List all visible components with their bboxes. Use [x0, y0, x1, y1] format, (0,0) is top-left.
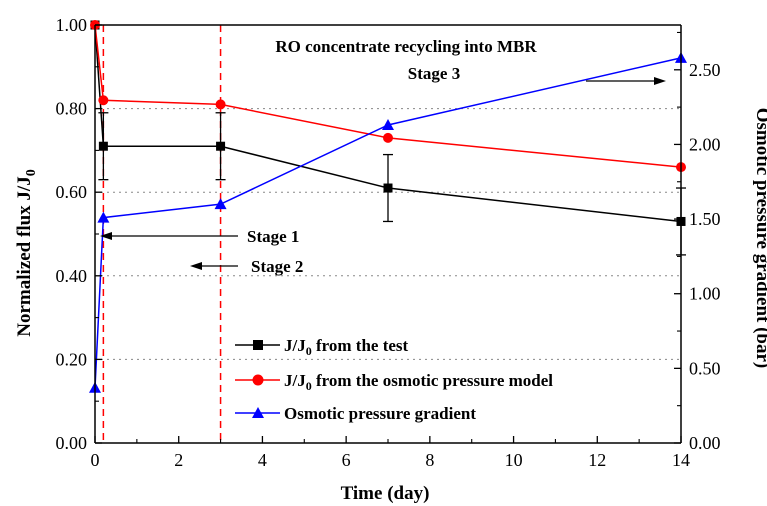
y-right-tick-label: 2.00	[689, 134, 721, 154]
x-tick-label: 8	[425, 450, 434, 470]
stage2-arrow	[190, 262, 238, 270]
svg-text:J/J0 from the test: J/J0 from the test	[284, 336, 409, 358]
data-point-triangle	[97, 211, 110, 223]
y-left-tick-label: 0.80	[56, 99, 88, 119]
stage3-arrow	[586, 77, 666, 85]
x-tick-label: 2	[174, 450, 183, 470]
legend-item-osmotic: Osmotic pressure gradient	[235, 404, 476, 423]
axes	[94, 24, 682, 444]
y-right-tick-label: 0.00	[689, 433, 721, 453]
x-tick-label: 4	[258, 450, 267, 470]
y-right-tick-label: 0.50	[689, 358, 721, 378]
series-layer	[89, 20, 687, 393]
x-tick-label: 0	[91, 450, 100, 470]
svg-text:Osmotic pressure gradient: Osmotic pressure gradient	[284, 404, 476, 423]
y-right-axis-label: Osmotic pressure gradient (bar)	[752, 108, 767, 369]
y-right-tick-label: 1.00	[689, 284, 721, 304]
stage1-arrow	[100, 232, 238, 240]
grid-lines	[95, 108, 681, 360]
y-left-axis-label: Normalized flux J/J0	[14, 169, 39, 336]
stage-divider-lines	[102, 25, 222, 443]
data-point-circle	[383, 132, 393, 143]
x-tick-label: 10	[505, 450, 523, 470]
data-point-square	[216, 141, 226, 151]
y-left-tick-label: 0.20	[56, 349, 88, 369]
data-point-square	[98, 141, 108, 151]
y-left-tick-label: 1.00	[56, 15, 88, 35]
data-point-triangle	[382, 119, 394, 131]
x-tick-label: 14	[672, 450, 690, 470]
x-tick-label: 12	[588, 450, 606, 470]
tick-labels: 0 2 4 6 8 10 12 140.000.200.400.600.801.000.000…	[56, 15, 721, 470]
data-point-square	[383, 183, 393, 193]
y-left-tick-label: 0.00	[56, 433, 88, 453]
legend: J/J0 from the test J/J0 from the osmotic…	[235, 336, 553, 423]
legend-item-model: J/J0 from the osmotic pressure model	[235, 371, 553, 393]
stage3-label: Stage 3	[408, 64, 460, 83]
stage2-label: Stage 2	[251, 257, 303, 276]
stage1-label: Stage 1	[247, 227, 299, 246]
x-tick-label: 6	[342, 450, 351, 470]
svg-text:J/J0 from the osmotic pressure: J/J0 from the osmotic pressure model	[284, 371, 553, 393]
data-point-triangle	[214, 198, 227, 210]
legend-item-test: J/J0 from the test	[235, 336, 409, 358]
y-right-tick-label: 2.50	[689, 60, 721, 80]
data-point-circle	[215, 99, 226, 110]
y-right-tick-label: 1.50	[689, 209, 721, 229]
x-axis-label: Time (day)	[341, 483, 430, 504]
y-left-tick-label: 0.60	[56, 182, 88, 202]
y-left-tick-label: 0.40	[56, 266, 88, 286]
data-point-circle	[98, 95, 109, 106]
stage3-title: RO concentrate recycling into MBR	[275, 37, 537, 56]
